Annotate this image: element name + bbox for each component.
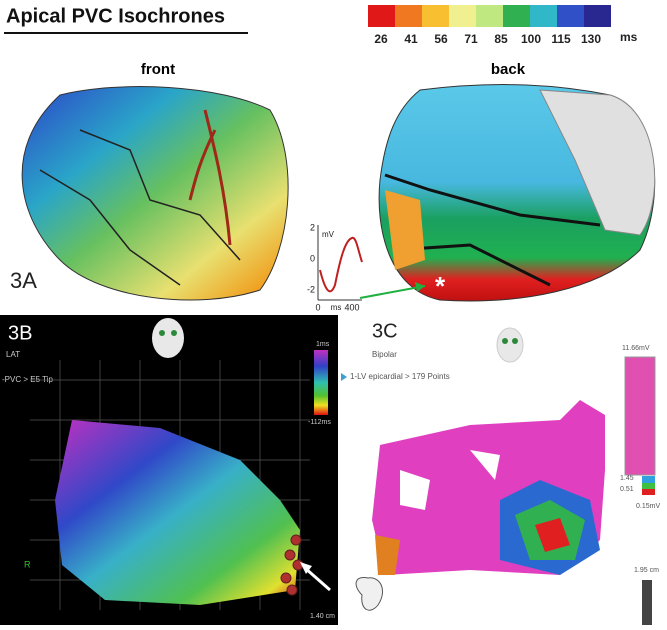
scale-bottom: -112ms (308, 419, 331, 426)
colorbar-unit: ms (620, 30, 638, 44)
panel-label: 3A (10, 268, 37, 293)
low-voltage-region (375, 535, 400, 575)
heart-icon (355, 576, 383, 611)
catheter-label: -PVC > E5 Tip (2, 375, 53, 384)
ablation-points (280, 534, 304, 596)
colorbar-tick-label: 115 (551, 32, 571, 46)
voltage-colorbar-segment (642, 476, 655, 483)
voltage-colorbar-segment (642, 483, 655, 489)
face-eye (502, 338, 508, 344)
colorbar-tick-label: 85 (494, 32, 508, 46)
scale-bottom: 0.15mV (636, 503, 660, 510)
scale-top: 11.66mV (622, 345, 650, 352)
face-eye (159, 330, 165, 336)
map-mode: Bipolar (372, 350, 397, 359)
trace-y-tick: 0 (310, 253, 315, 263)
trace-y-label: mV (322, 230, 335, 239)
colorbar-tick-label: 100 (521, 32, 541, 46)
colorbar-tick-label: 41 (404, 32, 418, 46)
scale-mid-high: 1.45 (620, 475, 634, 482)
scale-mid-low: 0.51 (620, 486, 634, 493)
vessel (188, 109, 232, 246)
trace-x-tick: 400 (344, 302, 359, 312)
map-icon (341, 373, 347, 381)
colorbar (368, 5, 611, 27)
scale-length: 1.40 cm (310, 613, 335, 620)
scar-region (535, 518, 570, 552)
isochrone-lines (39, 129, 241, 286)
face-eye (512, 338, 518, 344)
trace-y-tick: 2 (310, 222, 315, 232)
early-region (385, 190, 425, 270)
trace-x-label: ms (331, 303, 342, 312)
scale-bar (642, 580, 652, 625)
orientation-face (152, 318, 184, 358)
trace-y-tick: -2 (307, 284, 315, 294)
unmapped-region (539, 89, 656, 236)
map-mode: LAT (6, 350, 20, 359)
arrow (304, 566, 331, 592)
trace-x-tick: 0 (315, 302, 320, 312)
panel-label: 3C (372, 320, 398, 342)
colorbar-tick-label: 26 (374, 32, 388, 46)
voltage-colorbar (624, 356, 656, 476)
arrowhead (415, 282, 425, 292)
lat-map (55, 420, 300, 605)
lat-colorbar (314, 350, 328, 415)
arrow (359, 285, 426, 299)
unmapped-hole (400, 450, 500, 510)
title: Apical PVC Isochrones (6, 5, 225, 27)
face-eye (171, 330, 177, 336)
colorbar-tick-label: 130 (581, 32, 601, 46)
ecg-trace (317, 225, 363, 301)
map-name: 1-LV epicardial > 179 Points (350, 372, 450, 381)
marker-label: R (24, 559, 31, 569)
colorbar-tick-label: 56 (434, 32, 448, 46)
arrowhead (300, 562, 312, 574)
orientation-face (496, 327, 524, 363)
asterisk: * (435, 271, 446, 301)
view-label: front (141, 61, 175, 78)
colorbar-tick-label: 71 (464, 32, 478, 46)
scale-top: 1ms (316, 341, 330, 348)
front-heart (21, 86, 289, 301)
panel-label: 3B (8, 322, 32, 344)
view-label: back (491, 61, 526, 78)
voltage-colorbar-segment (642, 489, 655, 495)
scale-length: 1.95 cm (634, 567, 659, 574)
